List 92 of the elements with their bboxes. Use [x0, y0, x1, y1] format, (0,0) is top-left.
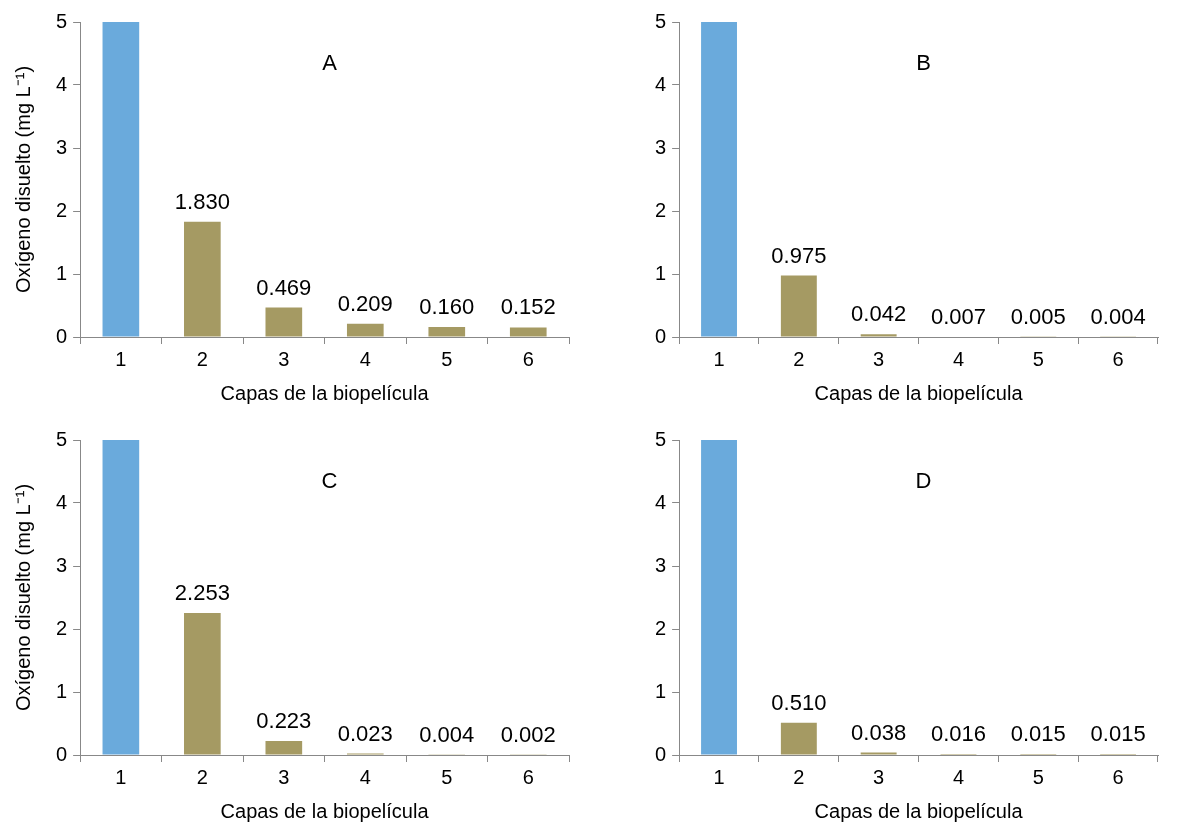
y-tick-label: 4: [56, 490, 68, 513]
y-tick-label: 1: [56, 679, 68, 702]
y-axis-title: Oxígeno disuelto (mg L⁻¹): [11, 483, 34, 712]
bar: [265, 740, 303, 755]
x-axis-title: Capas de la biopelícula: [814, 381, 1024, 404]
x-tick-label: 4: [952, 765, 965, 788]
x-tick-label: 6: [1112, 765, 1124, 788]
x-tick-label: 2: [793, 765, 805, 788]
y-tick-label: 1: [56, 261, 68, 284]
x-tick-label: 2: [793, 347, 805, 370]
x-tick-label: 2: [196, 765, 208, 788]
bar: [102, 22, 140, 337]
data-label: 0.038: [851, 719, 907, 745]
data-label: 2.253: [174, 580, 230, 606]
y-tick-label: 3: [655, 135, 667, 158]
data-label: 0.469: [256, 274, 312, 300]
x-axis-title: Capas de la biopelícula: [220, 381, 430, 404]
x-tick-label: 1: [115, 765, 127, 788]
y-tick-label: 5: [56, 427, 68, 450]
x-tick-label: 5: [1032, 347, 1044, 370]
x-tick-label: 4: [952, 347, 965, 370]
y-tick-label: 0: [655, 742, 667, 765]
bar: [346, 323, 384, 337]
x-tick-label: 3: [873, 765, 885, 788]
y-tick-label: 4: [56, 72, 68, 95]
y-tick-label: 0: [655, 324, 667, 347]
y-tick-label: 2: [56, 616, 68, 639]
bar: [701, 22, 737, 337]
y-tick-label: 4: [655, 490, 667, 513]
y-axis-title: Oxígeno disuelto (mg L⁻¹): [11, 65, 34, 294]
text: B: [916, 50, 931, 76]
x-tick-label: 1: [713, 765, 725, 788]
x-tick-label: 4: [359, 347, 371, 370]
y-tick-label: 4: [655, 72, 667, 95]
y-tick-label: 2: [655, 198, 667, 221]
y-tick-label: 2: [56, 198, 68, 221]
x-tick-label: 1: [115, 347, 127, 370]
x-tick-label: 6: [1112, 347, 1124, 370]
y-tick-label: 3: [56, 553, 68, 576]
x-tick-label: 5: [441, 347, 453, 370]
x-tick-label: 6: [522, 347, 534, 370]
y-tick-label: 0: [56, 324, 68, 347]
bar: [701, 440, 737, 755]
data-label: 1.830: [174, 188, 230, 214]
data-label: 0.152: [500, 294, 556, 320]
x-tick-label: 4: [359, 765, 371, 788]
data-label: 0.002: [500, 721, 556, 747]
x-tick-label: 5: [441, 765, 453, 788]
bar: [860, 334, 897, 337]
x-tick-label: 3: [278, 765, 290, 788]
y-tick-label: 2: [655, 616, 667, 639]
x-tick-label: 3: [873, 347, 885, 370]
data-label: 0.016: [930, 721, 986, 747]
data-label: 0.510: [771, 689, 827, 715]
data-label: 0.004: [419, 721, 475, 747]
data-label: 0.023: [337, 720, 393, 746]
data-label: 0.223: [256, 708, 312, 734]
bar: [184, 613, 221, 755]
x-axis-title: Capas de la biopelícula: [814, 799, 1024, 822]
data-label: 0.015: [1010, 721, 1066, 747]
text: C: [321, 468, 338, 494]
bar: [102, 440, 140, 755]
x-axis-title: Capas de la biopelícula: [220, 799, 430, 822]
data-label: 0.209: [337, 290, 393, 316]
data-label: 0.015: [1090, 721, 1146, 747]
data-label: 0.160: [419, 293, 475, 319]
bar: [428, 326, 466, 337]
data-label: 0.975: [771, 242, 827, 268]
y-tick-label: 3: [56, 135, 68, 158]
x-tick-label: 2: [196, 347, 208, 370]
data-label: 0.007: [930, 303, 986, 329]
y-tick-label: 1: [655, 261, 667, 284]
data-label: 0.042: [851, 301, 907, 327]
y-tick-label: 5: [56, 9, 68, 32]
x-tick-label: 6: [522, 765, 534, 788]
text: A: [322, 50, 338, 76]
data-label: 0.005: [1010, 303, 1066, 329]
bar: [780, 722, 817, 755]
bar: [184, 221, 221, 337]
text: D: [915, 468, 932, 494]
y-tick-label: 0: [56, 742, 68, 765]
y-tick-label: 1: [655, 679, 667, 702]
bar: [780, 275, 817, 337]
y-tick-label: 5: [655, 427, 667, 450]
x-tick-label: 1: [713, 347, 725, 370]
x-tick-label: 3: [278, 347, 290, 370]
y-tick-label: 5: [655, 9, 667, 32]
bar: [509, 327, 547, 337]
data-label: 0.004: [1090, 303, 1146, 329]
x-tick-label: 5: [1032, 765, 1044, 788]
bar: [265, 307, 303, 337]
y-tick-label: 3: [655, 553, 667, 576]
